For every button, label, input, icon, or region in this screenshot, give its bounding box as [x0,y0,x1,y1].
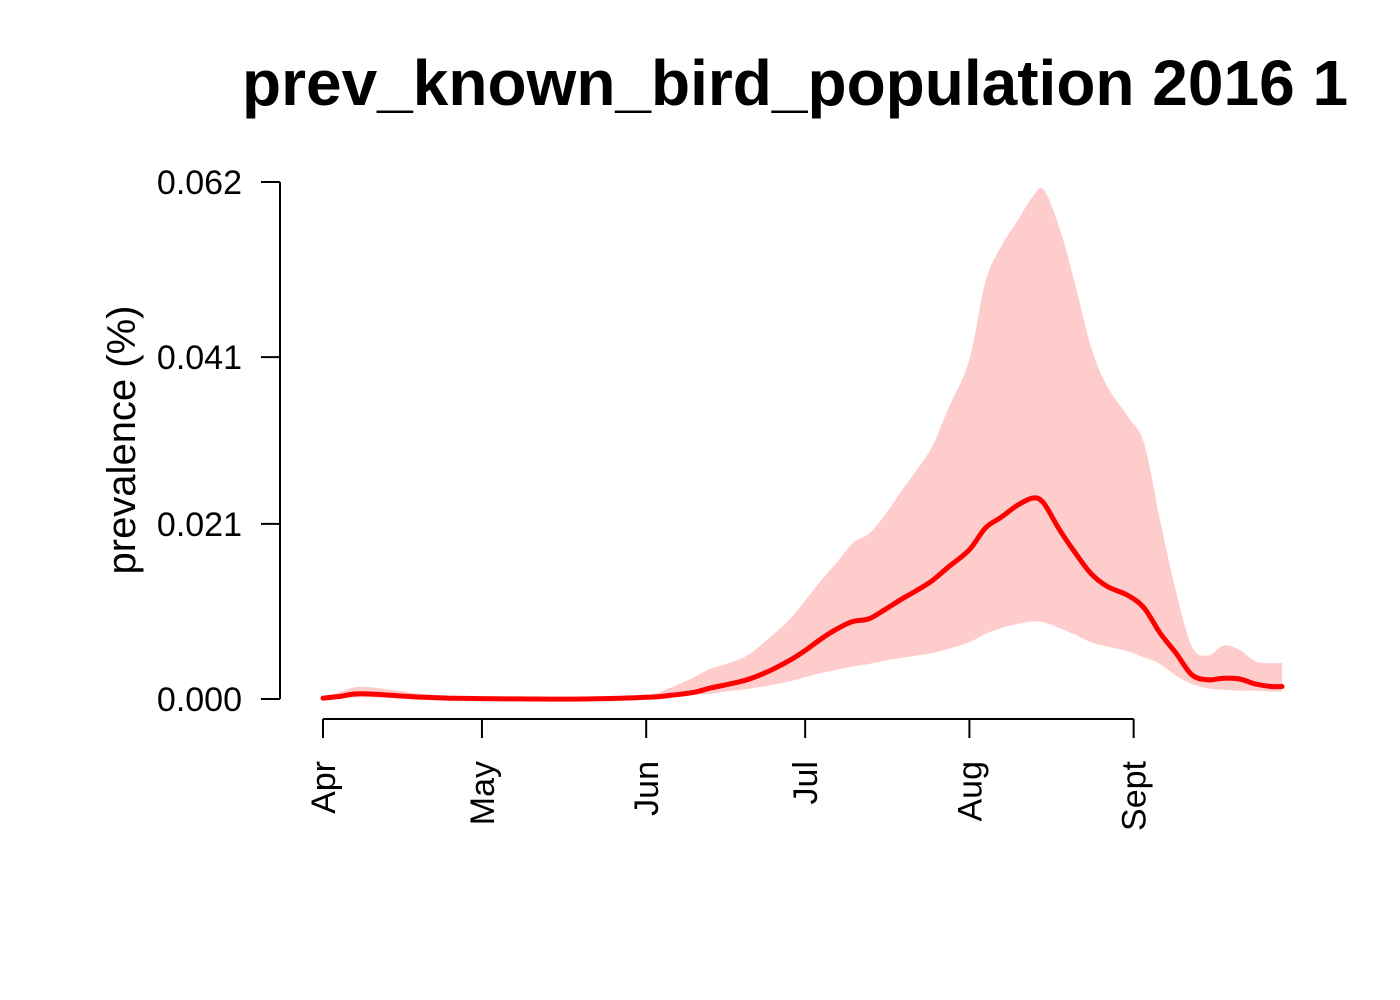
y-tick-label: 0.062 [157,164,242,202]
x-tick-label: Aug [951,761,989,822]
y-axis-label: prevalence (%) [100,305,144,574]
x-tick-label: Jul [787,761,825,804]
x-tick-label: Jun [628,761,666,816]
plot-area [320,187,1285,702]
y-tick-label: 0.000 [157,681,242,719]
x-tick-label: Apr [305,761,343,814]
x-tick-label: Sept [1116,760,1154,830]
x-tick-label: May [464,761,502,825]
prevalence-line [320,495,1285,702]
confidence-band [323,187,1282,700]
axes: 0.000 0.021 0.041 0.062 Apr May Jun Jul Aug Sept [157,164,1154,831]
y-tick-label: 0.021 [157,506,242,544]
chart-title: prev_known_bird_population 2016 1 [242,47,1348,119]
y-tick-label: 0.041 [157,339,242,377]
